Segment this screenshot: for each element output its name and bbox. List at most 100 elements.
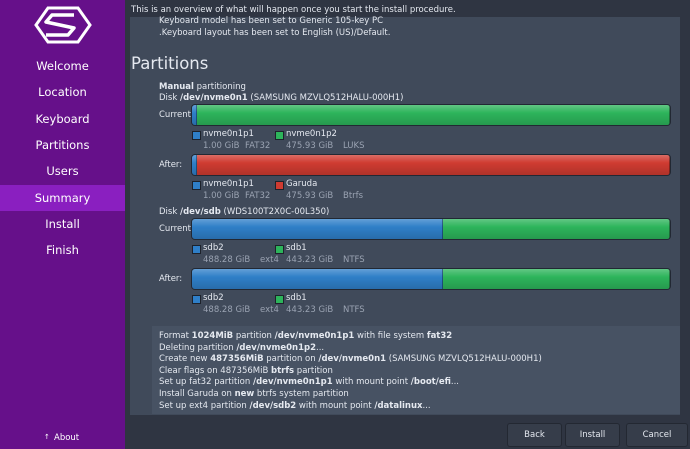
text-run: Set up ext4 partition (159, 400, 250, 411)
bar-segment (192, 105, 197, 125)
text-run: partition (294, 365, 333, 376)
partition-fs: FAT32 (245, 141, 271, 151)
partition-name: sdb2 (203, 293, 224, 303)
nav-item[interactable]: Keyboard (35, 111, 90, 126)
text-run: 1024MiB (191, 331, 234, 341)
nav-item[interactable]: Welcome (36, 59, 89, 73)
text-run: ... (316, 342, 325, 353)
bar-segment (442, 219, 670, 239)
partition-size: 475.93 GiB (286, 141, 334, 151)
text-run: /dev/nvme0n1 (318, 354, 387, 365)
text-run: Disk (159, 93, 180, 103)
nav-item[interactable]: Partitions (35, 137, 90, 152)
partition-fs: FAT32 (245, 191, 271, 201)
text-run: /dev/sdb (179, 207, 221, 217)
text-run: /dev/nvme0n1p2 (236, 342, 317, 353)
job-list (152, 326, 680, 414)
bar-segment (192, 269, 443, 289)
text-run: fat32 (426, 331, 453, 341)
text-run: btrfs system partition (254, 389, 349, 399)
text-run: /dev/nvme0n1 (179, 93, 248, 103)
button[interactable]: Cancel (626, 423, 688, 447)
job-line: Set up ext4 partition /dev/sdb2 with mou… (159, 401, 431, 412)
row-label: After: (159, 160, 183, 170)
text-run: /datalinux (374, 400, 423, 411)
text-run: Disk (159, 207, 180, 217)
job-line: Deleting partition /dev/nvme0n1p2... (159, 343, 324, 354)
legend-swatch (192, 131, 201, 140)
bar-segment (442, 269, 670, 289)
button[interactable]: Back (507, 423, 562, 447)
disk-label: Disk /dev/sdb (WDS100T2X0C-00L350) (159, 206, 329, 218)
partition-size: 488.28 GiB (203, 305, 251, 315)
partition-bar (192, 155, 670, 175)
job-line: Clear flags on 487356MiB btrfs partition (159, 366, 333, 377)
text-run: partition on (263, 354, 319, 365)
bar-segment (192, 155, 197, 175)
text-run: (WDS100T2X0C-00L350) (220, 207, 330, 217)
partition-bar (192, 219, 670, 239)
text-run: ... (450, 377, 460, 388)
job-line: Set up fat32 partition /dev/nvme0n1p1 wi… (159, 377, 459, 388)
partition-fs: NTFS (343, 255, 365, 265)
about-icon: ↑ (44, 433, 50, 441)
header-text: This is an overview of what will happen … (131, 5, 456, 15)
partition-name: nvme0n1p1 (203, 179, 254, 189)
nav-item[interactable]: Users (46, 164, 79, 179)
partition-name: sdb1 (286, 243, 307, 253)
summary-line: .Keyboard layout has been set to English… (159, 28, 391, 38)
partition-name: sdb1 (286, 293, 307, 303)
partition-size: 475.93 GiB (286, 191, 334, 201)
partition-size: 443.23 GiB (286, 305, 334, 315)
section-title: Partitions (131, 54, 209, 73)
partition-fs: NTFS (343, 305, 365, 315)
button[interactable]: Install (565, 423, 620, 447)
text-run: with file system (354, 331, 427, 341)
partition-name: sdb2 (203, 243, 224, 253)
text-run: /boot/efi (410, 377, 451, 388)
partition-bar (192, 269, 670, 289)
text-run: ... (422, 400, 431, 411)
text-run: btrfs (271, 365, 295, 376)
summary-line: Keyboard model has been set to Generic 1… (159, 16, 384, 26)
text-run: Clear flags on 487356MiB (159, 365, 271, 376)
row-label: After: (159, 274, 183, 284)
partition-name: Garuda (286, 179, 318, 189)
job-line: Create new 487356MiB partition on /dev/n… (159, 354, 542, 365)
text-run: /dev/nvme0n1p1 (252, 377, 333, 388)
about-link[interactable]: About (54, 433, 80, 443)
partition-size: 488.28 GiB (203, 255, 251, 265)
nav-item[interactable]: Summary (0, 184, 125, 211)
text-run: Manual (159, 82, 194, 92)
row-label: Current: (159, 224, 194, 234)
text-run: with mount point (296, 400, 375, 411)
partition-mode: Manual partitioning (159, 81, 246, 93)
text-run: partitioning (193, 82, 246, 92)
text-run: new (234, 389, 255, 399)
bar-segment (196, 155, 670, 175)
partition-size: 1.00 GiB (203, 191, 240, 201)
text-run: with mount point (332, 377, 411, 388)
partition-size: 1.00 GiB (203, 141, 240, 151)
partition-name: nvme0n1p1 (203, 129, 254, 139)
row-label: Current: (159, 110, 194, 120)
text-run: Set up fat32 partition (159, 377, 253, 388)
partition-fs: ext4 (260, 255, 279, 265)
disk-label: Disk /dev/nvme0n1 (SAMSUNG MZVLQ512HALU-… (159, 92, 403, 104)
job-line: Format 1024MiB partition /dev/nvme0n1p1 … (159, 331, 452, 342)
legend-swatch (192, 181, 201, 190)
partition-size: 443.23 GiB (286, 255, 334, 265)
sidebar: Welcome Location Keyboard Partitions Users Su… (0, 0, 125, 449)
legend-swatch (275, 131, 284, 140)
text-run: /dev/nvme0n1p1 (274, 331, 355, 341)
legend-swatch (275, 181, 284, 190)
legend-swatch (275, 245, 284, 254)
text-run: Install Garuda on (159, 389, 235, 399)
partition-name: nvme0n1p2 (286, 129, 337, 139)
nav-item[interactable]: Finish (46, 243, 79, 258)
nav-item[interactable]: Install (45, 216, 80, 231)
text-run: 487356MiB (210, 354, 264, 365)
partition-fs: ext4 (260, 305, 279, 315)
nav-item[interactable]: Location (38, 85, 87, 100)
